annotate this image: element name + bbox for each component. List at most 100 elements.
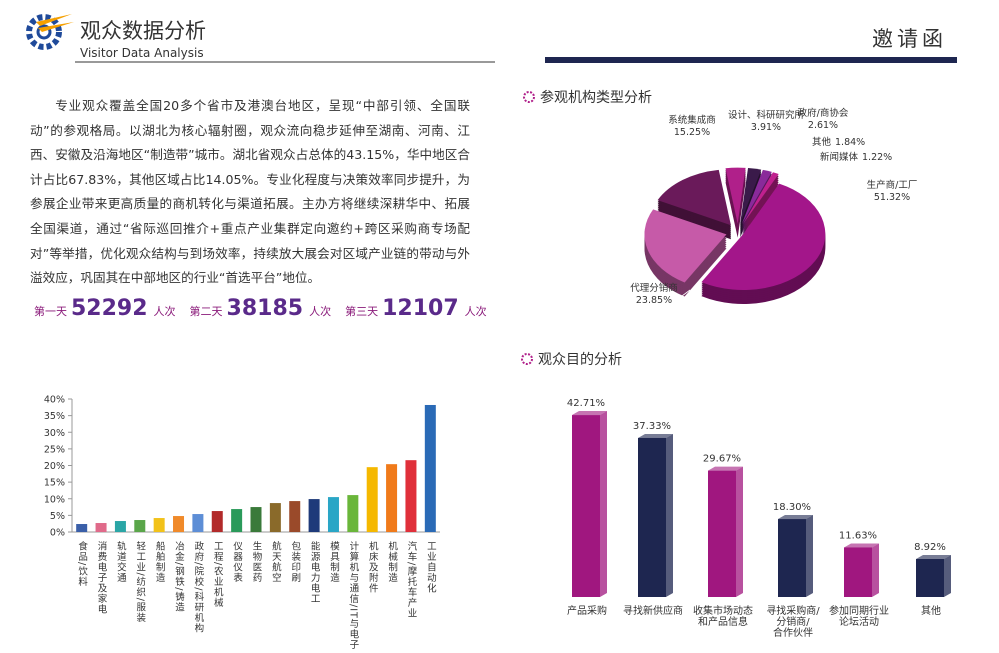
- stat-value: 52292: [71, 296, 148, 321]
- slice-side: [740, 171, 762, 228]
- x-tick-label: 仪器仪表: [231, 541, 243, 583]
- slice-label: 其他 1.84%: [812, 136, 865, 148]
- slice-value: 1.84%: [835, 137, 865, 148]
- stats: 第一天 52292 人次 第二天 38185 人次 第三天 12107 人次: [34, 296, 501, 321]
- bar-top: [708, 466, 743, 471]
- bar: [638, 437, 666, 597]
- stat: 第一天 52292 人次: [34, 296, 176, 321]
- x-tick-label: 计算机与通信/IT与电子: [347, 540, 359, 650]
- x-tick-label: 寻找采购商/: [766, 604, 820, 617]
- value-label: 42.71%: [567, 398, 605, 409]
- section-title: 参观机构类型分析: [540, 89, 652, 106]
- slice: [742, 172, 779, 225]
- bar: [289, 501, 301, 532]
- bar: [327, 497, 339, 532]
- leader-line: [769, 141, 824, 151]
- bar: [173, 516, 185, 532]
- y-tick-label: 0%: [50, 528, 65, 539]
- intro-text: 专业观众覆盖全国20多个省市及港澳台地区，呈现“中部引领、全国联动”的参观格局。…: [30, 98, 470, 286]
- slice: [725, 167, 746, 224]
- y-tick-label: 25%: [44, 444, 65, 455]
- badge: 邀请函: [872, 27, 947, 51]
- x-tick-label: 合作伙伴: [773, 626, 813, 639]
- slice-side: [740, 169, 762, 226]
- x-tick-label: 工程/农业机械: [212, 541, 224, 608]
- slice-value: 23.85%: [636, 295, 672, 306]
- slice-label: 生产商/工厂: [867, 179, 918, 191]
- bar: [192, 514, 204, 532]
- y-tick-label: 10%: [44, 494, 65, 505]
- value-label: 29.67%: [703, 454, 741, 465]
- x-tick-label: 参加同期行业: [829, 604, 889, 617]
- stat-unit: 人次: [153, 305, 176, 318]
- slice-side: [742, 182, 779, 235]
- slice-label: 系统集成商: [668, 114, 716, 126]
- value-label: 37.33%: [633, 421, 671, 432]
- slice-side: [742, 178, 779, 231]
- section-icon: [521, 353, 533, 365]
- bar: [366, 467, 378, 532]
- value-label: 11.63%: [839, 530, 877, 541]
- stat-value: 38185: [226, 296, 304, 321]
- x-tick-label: 消费电子及家电: [96, 540, 108, 614]
- slice-value: 2.61%: [808, 120, 838, 131]
- x-tick-label: 和产品信息: [698, 615, 748, 628]
- badge-rule: [545, 57, 957, 63]
- bar: [114, 521, 126, 532]
- leader-line: [747, 143, 767, 149]
- bar: [572, 415, 600, 597]
- x-tick-label: 寻找新供应商: [623, 604, 683, 617]
- bar: [153, 518, 165, 532]
- bar-side: [944, 555, 951, 597]
- logo: [26, 14, 74, 50]
- bar: [269, 503, 281, 532]
- x-tick-label: 分销商/: [776, 615, 810, 628]
- bar: [250, 507, 262, 532]
- bar-side: [600, 411, 607, 597]
- x-tick-label: 冶金/钢铁/铸造: [173, 540, 185, 612]
- stat-label: 第二天: [189, 305, 223, 318]
- stat-unit: 人次: [464, 305, 487, 318]
- y-tick-label: 40%: [44, 395, 65, 406]
- slice: [740, 167, 762, 224]
- stat: 第三天 12107 人次: [345, 296, 487, 321]
- leader-line: [691, 148, 711, 153]
- slice-value: 51.32%: [874, 192, 910, 203]
- x-tick-label: 产品采购: [567, 604, 607, 617]
- y-tick-label: 5%: [50, 511, 65, 522]
- x-tick-label: 轻工业/纺织/服装: [134, 540, 146, 623]
- slice: [741, 169, 772, 225]
- bar: [134, 520, 146, 532]
- bar: [916, 559, 944, 597]
- x-tick-label: 机械制造: [386, 540, 398, 583]
- bar: [405, 460, 417, 532]
- stat-value: 12107: [382, 296, 459, 321]
- bar: [211, 511, 223, 532]
- bar: [844, 547, 872, 597]
- slice-value: 1.22%: [862, 152, 892, 163]
- bar-side: [806, 515, 813, 597]
- x-tick-label: 其他: [921, 604, 941, 617]
- stat: 第二天 38185 人次: [190, 296, 332, 321]
- bar-top: [844, 543, 879, 548]
- y-tick-label: 35%: [44, 411, 65, 422]
- value-label: 18.30%: [773, 502, 811, 513]
- slice-label: 政府/商协会: [798, 107, 849, 119]
- slice: [644, 209, 727, 283]
- slice: [657, 169, 731, 226]
- bar-top: [778, 515, 813, 520]
- bar-top: [638, 433, 673, 438]
- bar: [424, 404, 436, 532]
- slice-side: [741, 171, 772, 227]
- slice-side: [742, 176, 779, 229]
- bar: [386, 464, 398, 532]
- x-tick-label: 论坛活动: [839, 615, 879, 628]
- x-tick-label: 政府/院校/科研机构: [192, 540, 204, 633]
- page-subtitle: Visitor Data Analysis: [80, 46, 204, 60]
- leader-line: [653, 289, 691, 318]
- bar: [76, 524, 88, 532]
- value-label: 8.92%: [914, 542, 946, 553]
- stat-label: 第一天: [34, 305, 67, 318]
